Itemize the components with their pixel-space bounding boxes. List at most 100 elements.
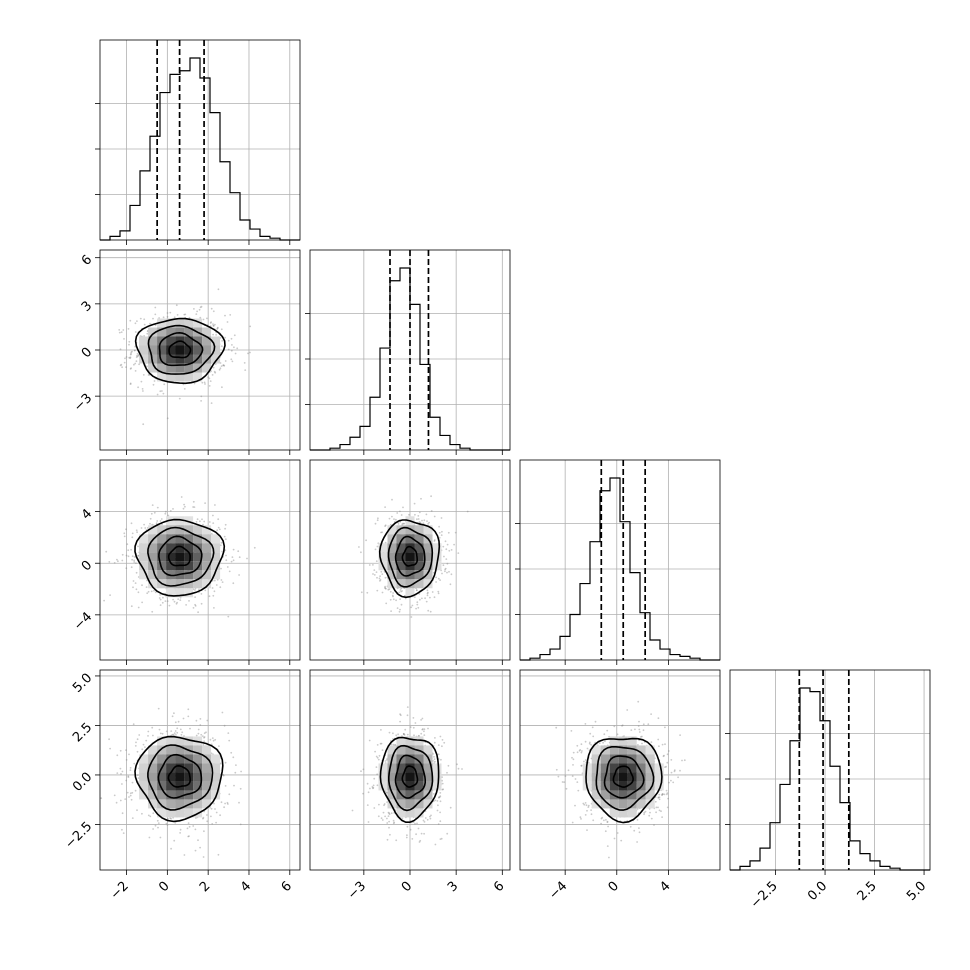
scatter-point xyxy=(395,518,397,521)
density-cell xyxy=(139,552,149,562)
density-cell xyxy=(378,552,388,562)
scatter-point xyxy=(229,314,232,316)
scatter-point xyxy=(217,526,220,529)
contour-line xyxy=(147,324,216,375)
density-cell xyxy=(157,754,167,764)
density-cell xyxy=(193,561,203,571)
scatter-point xyxy=(372,573,374,575)
scatter-point xyxy=(203,381,206,384)
scatter-point xyxy=(192,825,195,827)
scatter-point xyxy=(234,771,237,774)
density-cell xyxy=(166,543,176,553)
scatter-point xyxy=(414,513,416,516)
scatter-point xyxy=(360,770,362,773)
scatter-point xyxy=(214,504,216,506)
scatter-point xyxy=(131,791,134,794)
scatter-point xyxy=(210,807,213,810)
scatter-point xyxy=(174,721,177,724)
scatter-point xyxy=(177,598,180,600)
scatter-point xyxy=(397,523,400,525)
scatter-point xyxy=(178,397,181,400)
scatter-point xyxy=(437,592,440,595)
scatter-point xyxy=(380,742,383,745)
scatter-point xyxy=(162,316,165,319)
density-cell xyxy=(211,543,221,553)
density-cell xyxy=(387,790,397,800)
scatter-point xyxy=(199,306,202,309)
scatter-point xyxy=(216,326,219,329)
scatter-point xyxy=(175,734,177,736)
scatter-point xyxy=(135,529,138,532)
scatter-point xyxy=(169,510,172,512)
density-cell xyxy=(166,327,176,337)
scatter-point xyxy=(222,364,225,366)
scatter-point xyxy=(420,719,422,721)
density-cell xyxy=(184,525,194,535)
density-cell xyxy=(175,534,185,544)
density-cell xyxy=(175,354,185,364)
scatter-point xyxy=(418,521,421,523)
scatter-point xyxy=(144,746,146,748)
scatter-point xyxy=(213,579,216,582)
scatter-point xyxy=(220,801,223,804)
density-cell xyxy=(414,525,424,535)
scatter-point xyxy=(398,610,401,613)
density-cell xyxy=(175,799,185,809)
density-cell xyxy=(378,781,388,791)
scatter-point xyxy=(378,803,380,806)
density-cell xyxy=(175,745,185,755)
scatter-point xyxy=(133,561,136,563)
density-cell xyxy=(405,781,415,791)
scatter-point xyxy=(183,388,186,390)
scatter-point xyxy=(129,383,132,385)
scatter-point xyxy=(371,786,374,788)
hist-2-frame xyxy=(519,459,721,661)
density-cell xyxy=(387,772,397,782)
density-cell xyxy=(139,336,149,346)
scatter-point xyxy=(439,820,442,823)
scatter-point xyxy=(404,728,407,731)
scatter-point xyxy=(374,548,377,551)
scatter-point xyxy=(140,527,143,529)
scatter-point xyxy=(133,559,136,562)
density-cell xyxy=(139,772,149,782)
scatter-point xyxy=(193,308,195,310)
scatter-point xyxy=(375,755,378,758)
scatter-point xyxy=(372,564,374,566)
scatter-point xyxy=(180,496,183,498)
scatter-point xyxy=(379,580,381,582)
scatter-point xyxy=(406,706,409,708)
density-cell xyxy=(396,570,406,580)
scatter-point xyxy=(381,749,384,751)
scatter-point xyxy=(399,589,402,591)
scatter-point xyxy=(433,741,436,744)
scatter-point xyxy=(438,796,440,798)
scatter-point xyxy=(567,769,570,772)
scatter-point xyxy=(376,756,379,759)
scatter-point xyxy=(120,773,122,775)
contour-line xyxy=(147,744,214,811)
scatter-point xyxy=(130,367,133,369)
density-cell xyxy=(184,363,194,373)
scatter-point xyxy=(216,529,219,532)
scatter-point xyxy=(383,803,386,805)
scatter-point xyxy=(130,605,133,608)
scatter-point xyxy=(598,742,601,744)
scatter-point xyxy=(215,334,218,336)
scatter-point xyxy=(434,799,437,802)
scatter-point xyxy=(433,756,435,758)
scatter-point xyxy=(214,371,217,374)
density-cell xyxy=(405,790,415,800)
scatter-point xyxy=(175,304,178,307)
scatter-point xyxy=(450,549,453,551)
scatter-point xyxy=(403,522,406,525)
scatter-point xyxy=(417,515,420,517)
density-cell xyxy=(193,525,203,535)
scatter-point xyxy=(436,800,439,802)
scatter-point xyxy=(196,518,199,521)
density-cell xyxy=(423,543,433,553)
scatter-point xyxy=(121,559,124,562)
contour-line xyxy=(158,535,203,577)
scatter-point xyxy=(203,520,206,523)
scatter-point xyxy=(385,602,388,605)
